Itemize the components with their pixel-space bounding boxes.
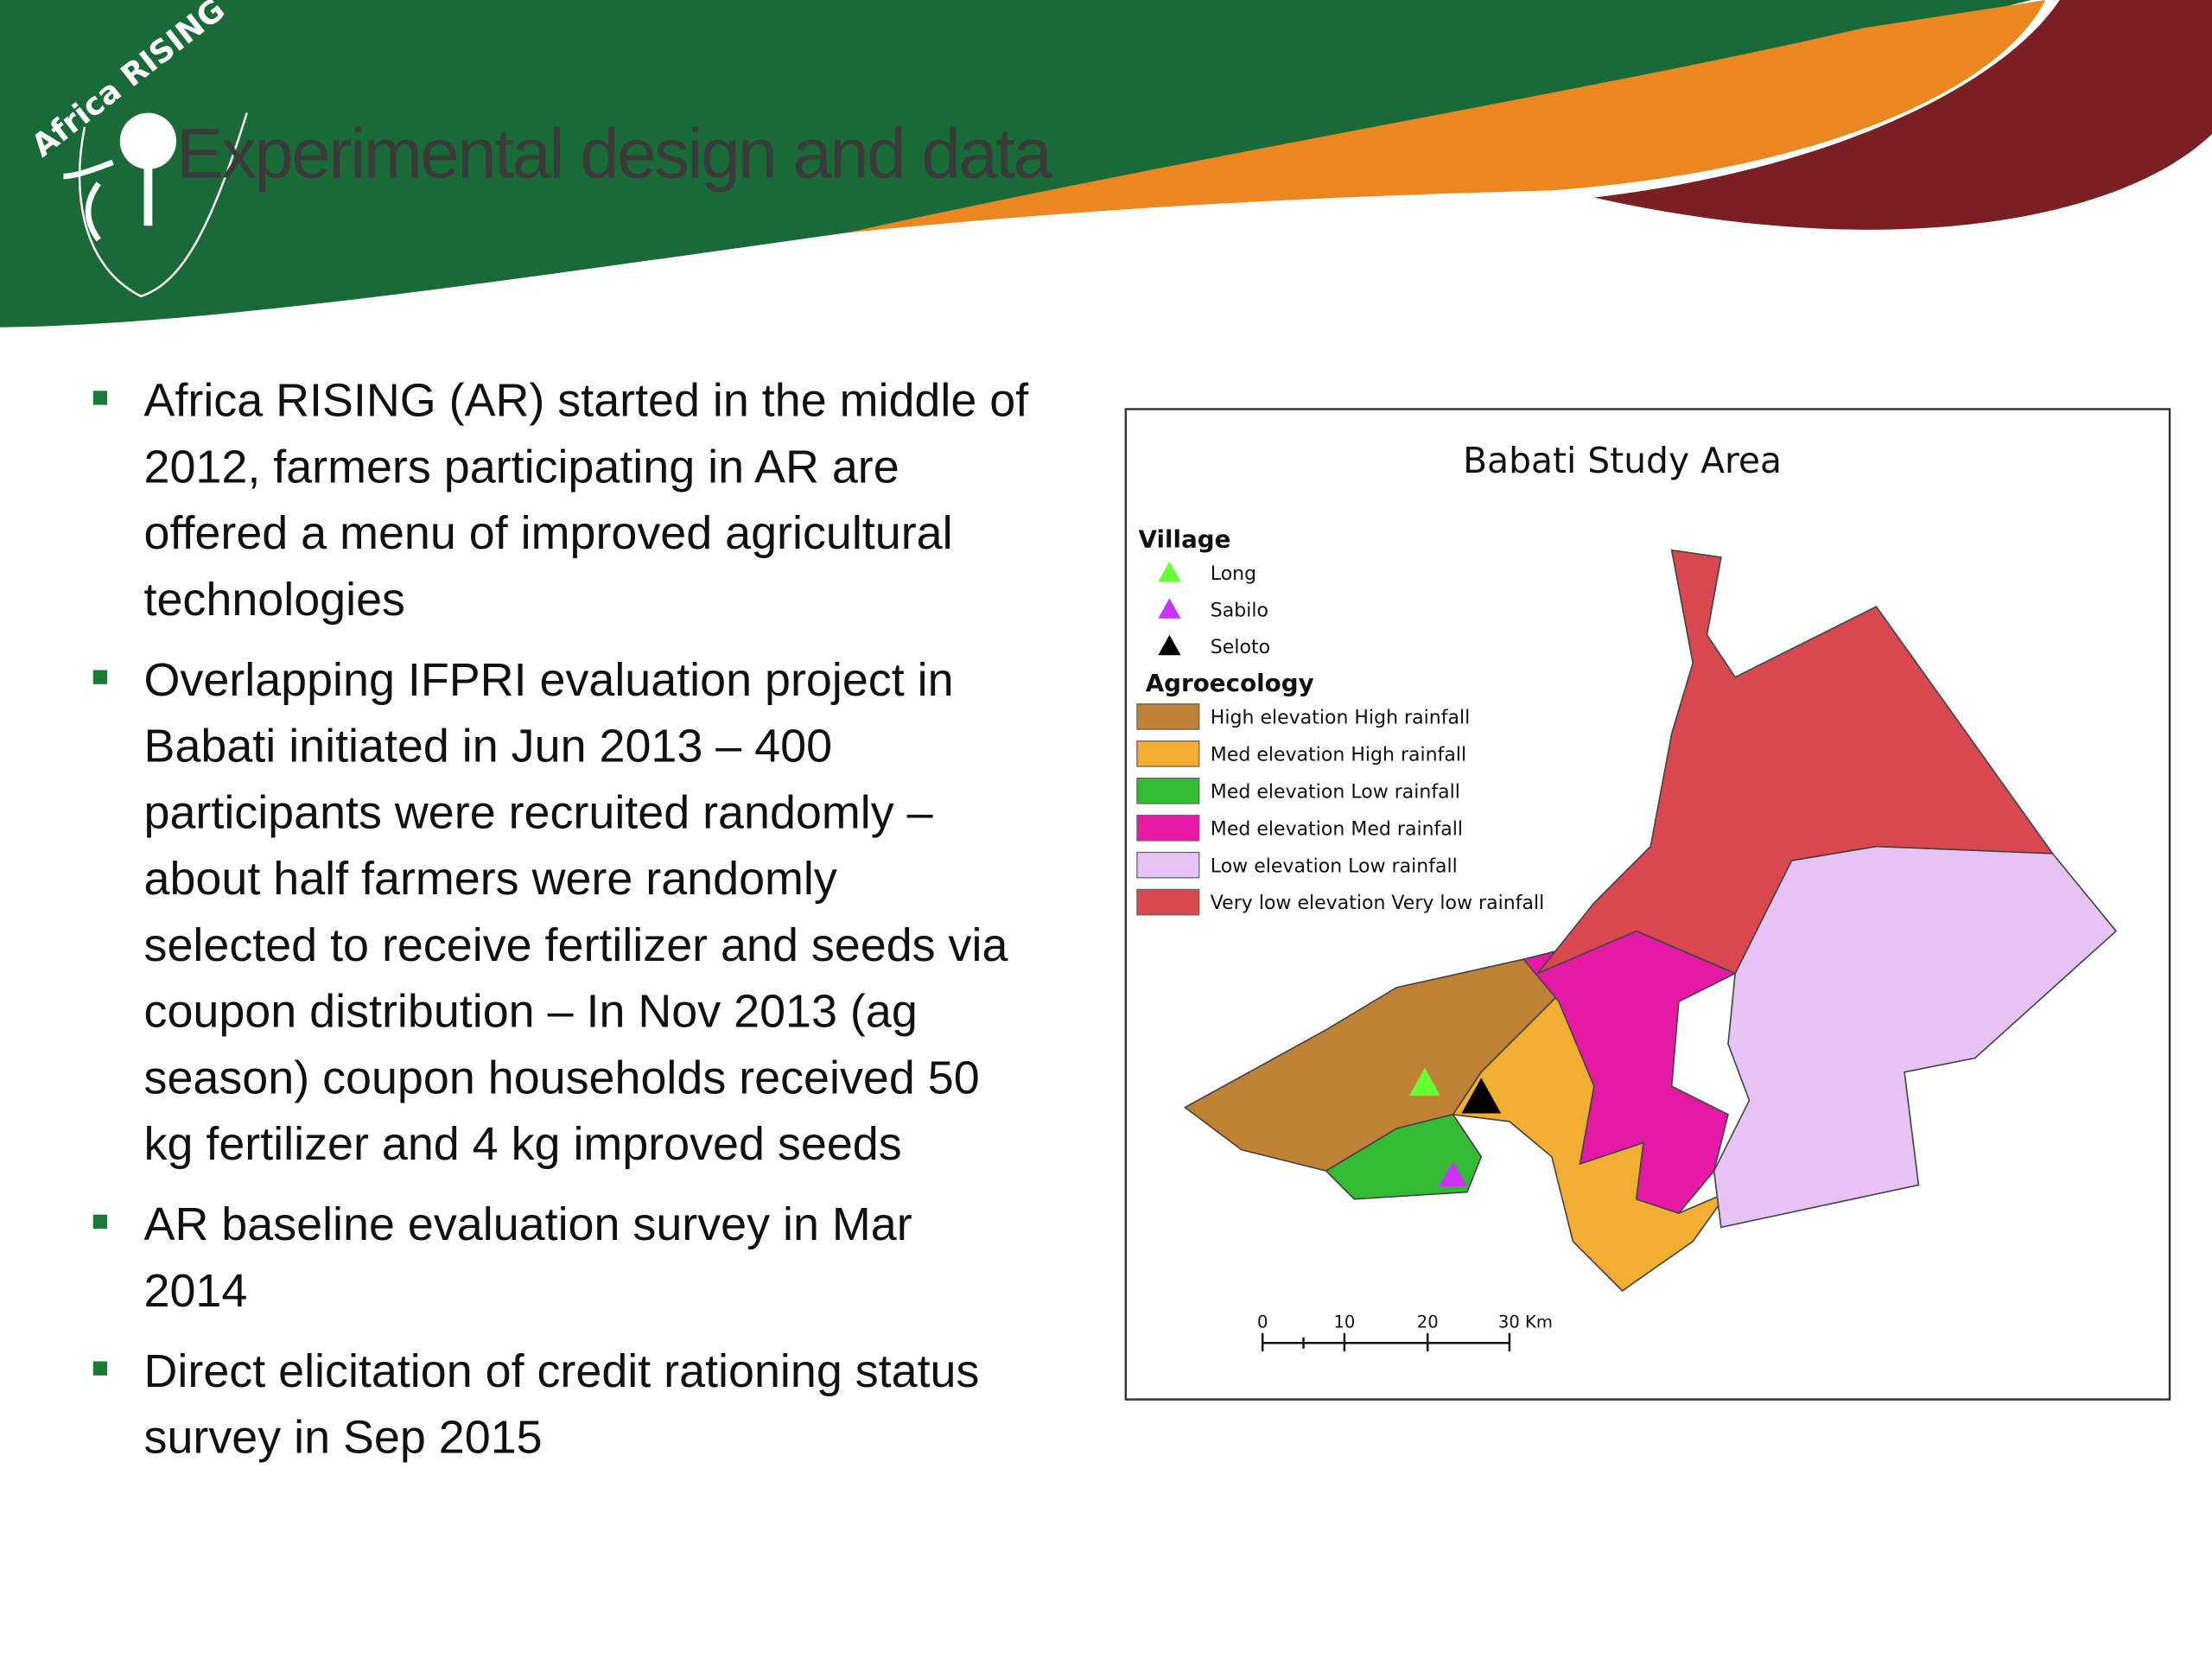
bullet-text: AR baseline evaluation survey in Mar bbox=[144, 1198, 912, 1250]
bullet-text: season) coupon households received 50 bbox=[144, 1052, 980, 1103]
slide-title: Experimental design and data bbox=[176, 115, 1052, 194]
bullet-text: Babati initiated in Jun 2013 – 400 bbox=[144, 721, 833, 772]
bullet-text: offered a menu of improved agricultural bbox=[144, 507, 953, 559]
bullet-marker bbox=[92, 1361, 108, 1376]
bullet-text: 2012, farmers participating in AR are bbox=[144, 441, 899, 493]
legend-label: Low elevation Low rainfall bbox=[1211, 855, 1458, 877]
bullet-text: technologies bbox=[144, 574, 405, 626]
map-title: Babati Study Area bbox=[1463, 440, 1782, 481]
village-marker bbox=[1461, 1077, 1502, 1114]
legend-label: Very low elevation Very low rainfall bbox=[1211, 893, 1544, 914]
bullet-text: about half farmers were randomly bbox=[144, 853, 837, 905]
region bbox=[1522, 930, 1738, 1215]
bullet-text: kg fertilizer and 4 kg improved seeds bbox=[144, 1118, 902, 1170]
scale-bar bbox=[1262, 1332, 1511, 1352]
header-band bbox=[0, 0, 2032, 327]
map-regions bbox=[1183, 549, 2118, 1292]
legend-label: Sabilo bbox=[1211, 600, 1268, 621]
village-marker bbox=[1439, 1160, 1467, 1187]
legend-label: Long bbox=[1211, 563, 1256, 585]
legend-symbol bbox=[1158, 561, 1181, 582]
bullet-text: survey in Sep 2015 bbox=[144, 1412, 543, 1464]
bullet-text: Overlapping IFPRI evaluation project in bbox=[144, 654, 954, 706]
scale-label: 10 bbox=[1333, 1312, 1355, 1332]
legend-symbol bbox=[1158, 634, 1181, 656]
bullet-marker bbox=[92, 391, 108, 405]
header-swoosh bbox=[846, 0, 2046, 233]
scale-label: 30 Km bbox=[1498, 1312, 1553, 1332]
legend-swatch bbox=[1136, 777, 1200, 804]
bullet-text: Direct elicitation of credit rationing s… bbox=[144, 1345, 980, 1397]
legend-swatch bbox=[1136, 851, 1200, 879]
bullet-marker bbox=[92, 1214, 108, 1230]
legend-label: High elevation High rainfall bbox=[1211, 708, 1470, 729]
region bbox=[1536, 549, 2055, 975]
legend-symbol bbox=[1158, 598, 1181, 619]
legend-label: Med elevation Low rainfall bbox=[1211, 781, 1460, 803]
region bbox=[1325, 1113, 1483, 1200]
scale-label: 20 bbox=[1417, 1312, 1439, 1332]
logo-mark bbox=[63, 112, 248, 298]
legend-swatch bbox=[1136, 888, 1200, 916]
legend-label: Med elevation High rainfall bbox=[1211, 744, 1466, 766]
legend-swatch bbox=[1136, 703, 1200, 730]
bullet-text: 2014 bbox=[144, 1265, 248, 1317]
bullet-marker bbox=[92, 670, 108, 684]
village-marker bbox=[1409, 1067, 1440, 1096]
legend-label: Seloto bbox=[1211, 637, 1270, 658]
bullet-text: coupon distribution – In Nov 2013 (ag bbox=[144, 986, 918, 1038]
legend-heading: Agroecology bbox=[1146, 669, 1314, 697]
legend-heading: Village bbox=[1139, 524, 1231, 553]
bullet-text: selected to receive fertilizer and seeds… bbox=[144, 919, 1008, 971]
scale-label: 0 bbox=[1257, 1312, 1268, 1332]
header-swoosh-dark bbox=[1593, 0, 2212, 230]
legend-swatch bbox=[1136, 814, 1200, 842]
bullet-text: participants were recruited randomly – bbox=[144, 786, 933, 838]
bullet-text: Africa RISING (AR) started in the middle… bbox=[144, 375, 1030, 427]
legend-label: Med elevation Med rainfall bbox=[1211, 818, 1463, 840]
legend-swatch bbox=[1136, 740, 1200, 767]
